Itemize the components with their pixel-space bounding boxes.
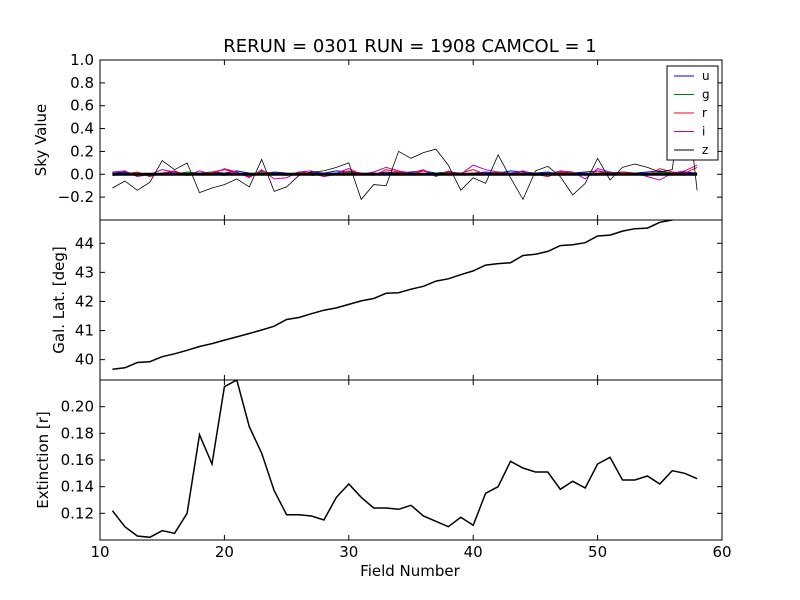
- legend-label-r: r: [702, 106, 707, 120]
- gal-lat-panel: 40 41 42 43 44 Gal. Lat. [deg]: [50, 219, 723, 381]
- extinction-y-tick-label: 0.12: [61, 504, 94, 522]
- x-tick-label: 20: [215, 543, 234, 561]
- gal-lat-y-tick-label: 41: [75, 322, 94, 340]
- extinction-y-tick-label: 0.16: [61, 451, 94, 469]
- gal-lat-series-line: [112, 220, 675, 370]
- x-tick-label: 30: [339, 543, 358, 561]
- legend-label-z: z: [702, 143, 708, 157]
- legend-label-g: g: [702, 88, 710, 102]
- sky-value-y-tick-label: 0.0: [70, 165, 94, 183]
- x-axis-label: Field Number: [360, 562, 460, 580]
- x-tick-label: 50: [588, 543, 607, 561]
- sky-value-series-line-z: [112, 80, 698, 201]
- legend-label-i: i: [702, 125, 705, 139]
- legend-label-u: u: [702, 69, 710, 83]
- sky-value-y-tick-label: −0.2: [58, 188, 94, 206]
- extinction-ylabel: Extinction [r]: [34, 411, 52, 509]
- extinction-y-tick-label: 0.14: [61, 478, 94, 496]
- extinction-y-tick-label: 0.18: [61, 424, 94, 442]
- gal-lat-ylabel: Gal. Lat. [deg]: [50, 246, 68, 353]
- gal-lat-y-tick-label: 40: [75, 351, 94, 369]
- sky-value-y-tick-label: 1.0: [70, 51, 94, 69]
- gal-lat-y-tick-label: 44: [75, 234, 94, 252]
- x-tick-label: 10: [90, 543, 109, 561]
- sky-value-y-tick-label: 0.6: [70, 97, 94, 115]
- sky-value-y-tick-label: 0.2: [70, 142, 94, 160]
- extinction-series-line: [111, 380, 698, 539]
- extinction-panel: 0.12 0.14 0.16 0.18 0.20 Extinction [r]: [34, 379, 723, 541]
- x-tick-label: 40: [464, 543, 483, 561]
- gal-lat-y-tick-label: 43: [75, 263, 94, 281]
- gal-lat-y-tick-label: 42: [75, 292, 94, 310]
- x-tick-label: 60: [712, 543, 731, 561]
- sky-value-ylabel: Sky Value: [32, 104, 50, 177]
- extinction-y-tick-label: 0.20: [61, 398, 94, 416]
- sky-value-y-tick-label: 0.4: [70, 120, 94, 138]
- sky-value-y-tick-label: 0.8: [70, 74, 94, 92]
- x-tick-labels: 10 20 30 40 50 60: [90, 543, 731, 561]
- chart-title: RERUN = 0301 RUN = 1908 CAMCOL = 1: [223, 36, 596, 57]
